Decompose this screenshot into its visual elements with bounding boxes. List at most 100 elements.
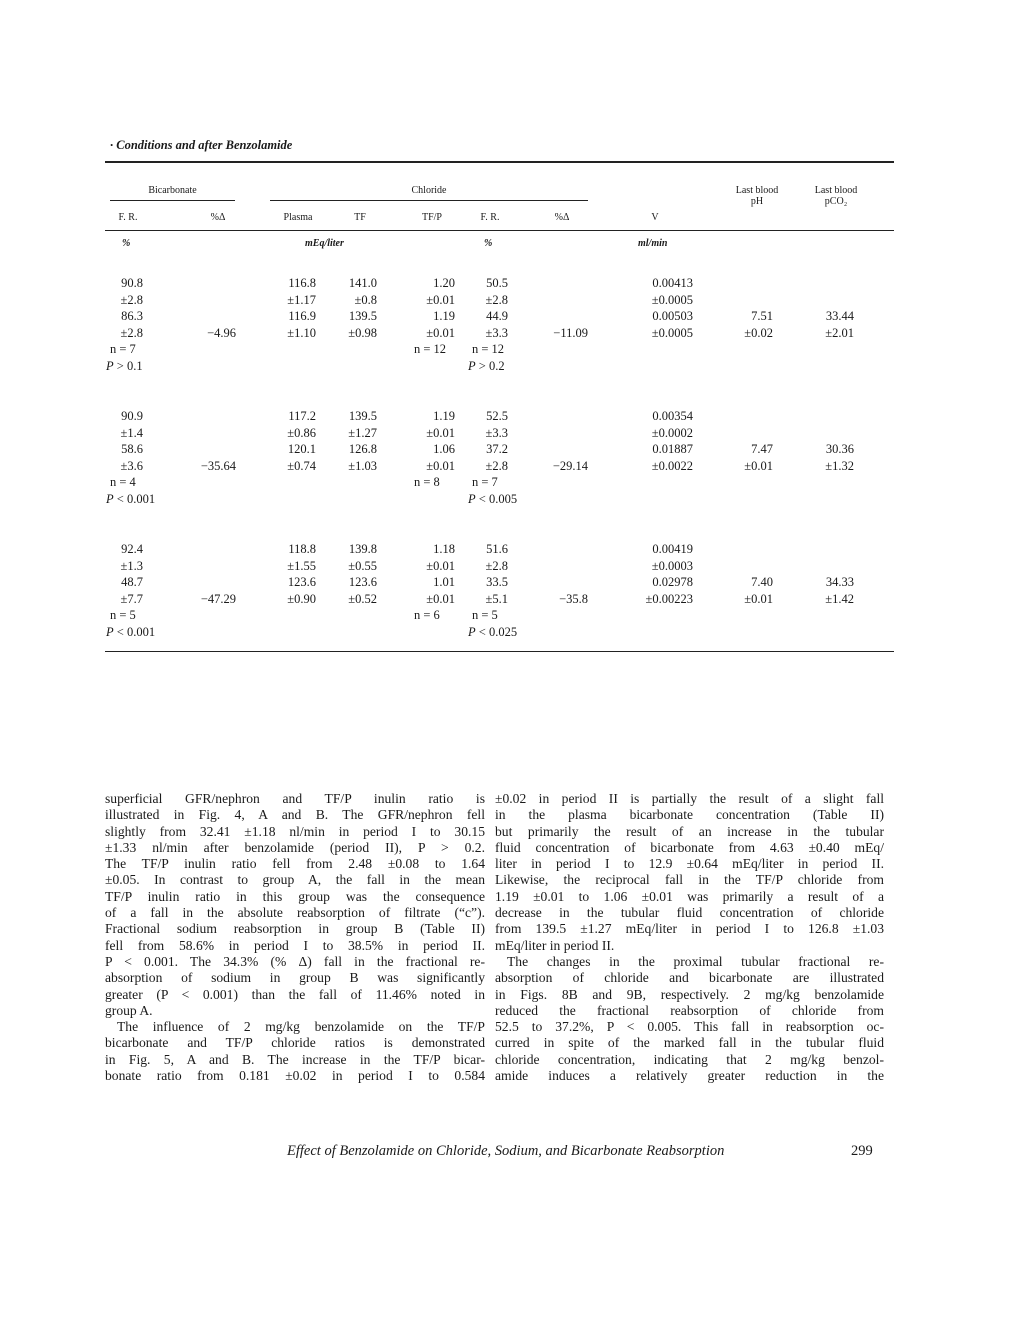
table-cell: 51.6 (486, 542, 508, 556)
text-line: Likewise, the reciprocal fall in the TF/… (495, 872, 884, 888)
text-line: illustrated in Fig. 4, A and B. The GFR/… (105, 807, 485, 823)
table-cell: 44.9 (486, 309, 508, 324)
table-cell: 7.40 (751, 575, 773, 590)
table-cell: ±3.3 (485, 325, 509, 340)
table-cell: 0.02978 (652, 575, 693, 590)
table-cell: 7.51 (751, 309, 773, 324)
table-cell: −47.29 (200, 591, 236, 606)
table-cell: ±0.0005 (651, 325, 693, 340)
table-cell: ±0.01 (426, 558, 455, 573)
text-line: absorption of chloride and bicarbonate a… (495, 970, 884, 986)
table-cell: 123.6 (287, 575, 316, 590)
table-cell: −29.14 (552, 458, 588, 473)
table-cell: 58.6 (121, 442, 143, 457)
text-line: The influence of 2 mg/kg benzolamide on … (117, 1019, 485, 1035)
table-cell: n = 6 (414, 608, 440, 623)
text-line: bonate ratio from 0.181 ±0.02 in period … (105, 1068, 485, 1084)
table-cell: ±1.32 (825, 458, 854, 473)
table-cell: n = 5 (472, 608, 498, 623)
table-cell: P > 0.1 (106, 359, 143, 373)
table-cell: 0.00413 (652, 276, 693, 290)
table-cell: ±2.8 (120, 325, 144, 340)
column-header: %Δ (554, 212, 570, 223)
table-cell: ±1.17 (287, 292, 316, 307)
column-header: F. R. (480, 212, 500, 223)
footer-running-title: Effect of Benzolamide on Chloride, Sodiu… (287, 1143, 725, 1159)
table-cell: ±1.03 (348, 458, 377, 473)
table-cell: ±0.0005 (651, 292, 693, 307)
table-cell: 52.5 (486, 409, 508, 423)
table-cell: ±0.01 (426, 591, 455, 606)
table-cell: ±1.4 (120, 425, 144, 440)
text-line: P < 0.001. The 34.3% (% Δ) fall in the f… (105, 953, 485, 969)
table-cell: −35.8 (559, 591, 588, 606)
table-cell: 120.1 (287, 442, 316, 457)
table-cell: ±1.55 (287, 558, 316, 573)
column-header: TF (354, 212, 366, 223)
table-cell: 139.5 (348, 309, 377, 324)
table-cell: 48.7 (121, 575, 143, 590)
table-cell: 1.18 (433, 542, 455, 556)
table-cell: n = 12 (414, 342, 447, 357)
table-cell: ±1.42 (825, 591, 854, 606)
body-right-column: ±0.02 in period II is partially the resu… (495, 791, 884, 1084)
table-cell: −11.09 (553, 325, 588, 340)
column-header: Last blood pCO₂ (814, 185, 858, 207)
text-line: The changes in the proximal tubular frac… (507, 953, 884, 969)
text-line: fell from 58.6% in period I to 38.5% in … (105, 937, 485, 953)
column-header: V (651, 212, 659, 223)
table-cell: 118.8 (288, 542, 316, 556)
table-cell: ±0.01 (744, 458, 773, 473)
text-line: 1.19 ±0.01 to 1.06 ±0.01 was primarily a… (495, 888, 884, 904)
body-left-column: superficial GFR/nephron and TF/P inulin … (105, 791, 485, 1084)
table-cell: 30.36 (825, 442, 854, 457)
chloride-span-rule (270, 200, 588, 201)
table-cell: ±3.6 (120, 458, 144, 473)
table-cell: 34.33 (825, 575, 854, 590)
table-cell: 117.2 (288, 409, 316, 423)
table-cell: 141.0 (348, 276, 377, 290)
table-cell: ±0.74 (287, 458, 316, 473)
table-cell: n = 8 (414, 475, 440, 490)
table-cell: 92.4 (121, 542, 143, 556)
table-cell: ±0.0002 (651, 425, 693, 440)
table-cell: ±0.98 (348, 325, 377, 340)
table-cell: ±0.01 (426, 425, 455, 440)
table-cell: ±7.7 (120, 591, 144, 606)
text-line: liter in period I to 12.9 ±0.64 mEq/lite… (495, 856, 884, 872)
table-cell: n = 4 (110, 475, 136, 490)
table-cell: P < 0.025 (468, 625, 518, 639)
table-cell: n = 5 (110, 608, 136, 623)
table-cell: 0.01887 (652, 442, 693, 457)
table-cell: 7.47 (751, 442, 773, 457)
group-header-chloride: Chloride (411, 185, 447, 196)
table-cell: ±0.55 (348, 558, 377, 573)
table-cell: −4.96 (207, 325, 236, 340)
table-cell: 1.01 (433, 575, 455, 590)
text-line: ±1.33 nl/min after benzolamide (period I… (105, 839, 485, 855)
table-cell: ±0.01 (426, 325, 455, 340)
page-number: 299 (851, 1143, 873, 1159)
table-cell: 90.9 (121, 409, 143, 423)
unit-chloride-conc: mEq/liter (305, 238, 344, 249)
text-line: group A. (105, 1002, 153, 1018)
text-line: 52.5 to 37.2%, P < 0.005. This fall in r… (495, 1019, 884, 1035)
text-line: chloride concentration, indicating that … (495, 1051, 884, 1067)
text-line: decrease in the tubular fluid concentrat… (495, 905, 884, 921)
table-cell: P < 0.001 (106, 625, 156, 639)
table-cell: ±0.00223 (645, 591, 694, 606)
text-line: in Fig. 5, A and B. The increase in the … (105, 1051, 485, 1067)
table-cell: 116.9 (288, 309, 316, 324)
group-header-bicarbonate: Bicarbonate (148, 185, 197, 196)
table-cell: n = 7 (110, 342, 136, 357)
table-cell: 0.00354 (652, 409, 693, 423)
text-line: of a fall in the absolute reabsorption o… (105, 905, 485, 921)
table-cell: P < 0.005 (468, 492, 518, 506)
text-line: fluid concentration of bicarbonate from … (495, 839, 884, 855)
table-cell: 37.2 (486, 442, 508, 457)
table-cell: ±0.01 (744, 591, 773, 606)
text-line: TF/P inulin ratio in this group was the … (105, 888, 485, 904)
text-line: ±0.05. In contrast to group A, the fall … (105, 872, 485, 888)
table-cell: 90.8 (121, 276, 143, 290)
